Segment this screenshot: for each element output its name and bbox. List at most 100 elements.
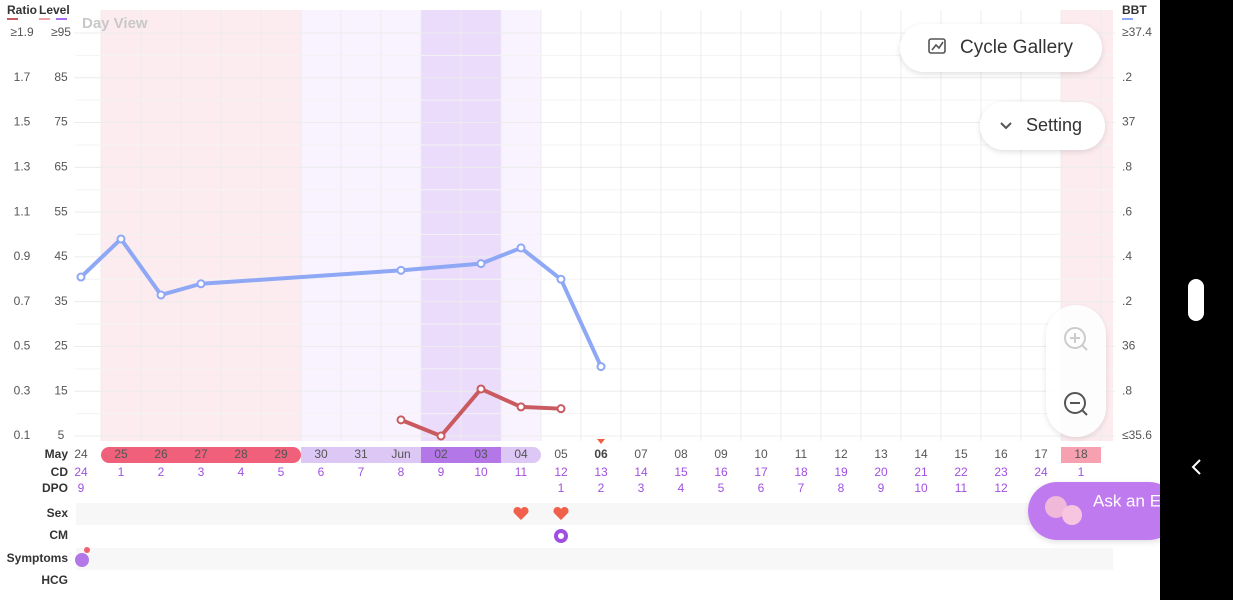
zoom-bg — [1046, 305, 1106, 437]
date-label: 30 — [314, 447, 328, 461]
dpo-value: 4 — [678, 481, 685, 495]
dpo-value: 11 — [955, 481, 968, 495]
zoom-out-icon[interactable] — [1070, 402, 1088, 416]
button-label[interactable]: Cycle Gallery — [960, 37, 1073, 58]
ratio-tick-label: 0.9 — [14, 249, 31, 263]
level-tick-label: 85 — [54, 70, 68, 84]
setting-button[interactable]: Setting — [980, 102, 1105, 150]
today-marker — [597, 439, 605, 444]
gallery-icon — [928, 38, 946, 54]
level-tick-label: 75 — [54, 115, 68, 129]
bbt-tick-label: .4 — [1122, 249, 1132, 263]
chat-icon — [1045, 496, 1067, 518]
fertile-pill — [301, 447, 421, 463]
button-bg[interactable] — [1028, 482, 1178, 540]
cd-value: 4 — [238, 465, 245, 479]
date-label: 28 — [234, 447, 248, 461]
grid — [74, 10, 1115, 441]
dpo-value: 1 — [558, 481, 565, 495]
date-label: 31 — [354, 447, 368, 461]
button-label[interactable]: Setting — [1026, 115, 1082, 135]
level-tick-label: 55 — [54, 204, 68, 218]
dpo-value: 12 — [994, 481, 1008, 495]
data-point — [156, 290, 166, 300]
date-label: 13 — [874, 447, 888, 461]
nav-handle[interactable] — [1188, 279, 1204, 321]
zoom-in-icon[interactable] — [1064, 327, 1086, 349]
zoom-in-icon[interactable] — [1070, 333, 1088, 351]
cd-value: 9 — [438, 465, 445, 479]
dpo-value: 3 — [638, 481, 645, 495]
cd-value: 18 — [794, 465, 808, 479]
cd-value: 15 — [674, 465, 688, 479]
date-label: 12 — [834, 447, 848, 461]
level-tick-label: 15 — [54, 383, 68, 397]
ratio-tick-label: 0.1 — [14, 428, 31, 442]
date-label: 09 — [714, 447, 728, 461]
date-label: 03 — [474, 447, 488, 461]
cd-value: 22 — [954, 465, 968, 479]
row-label: Sex — [47, 506, 69, 520]
ratio-title: Ratio — [7, 3, 37, 17]
dpo-value: 2 — [598, 481, 605, 495]
cd-value: 2 — [158, 465, 165, 479]
data-point — [196, 279, 206, 289]
bbt-title: BBT — [1122, 3, 1147, 17]
zoom-out-icon[interactable] — [1064, 392, 1086, 414]
level-tick-label: ≥95 — [51, 25, 71, 39]
date-label: 26 — [154, 447, 168, 461]
cd-value: 7 — [358, 465, 365, 479]
symptom-dot — [84, 547, 90, 553]
button-bg[interactable] — [980, 102, 1105, 150]
level-tick-label: 25 — [54, 339, 68, 353]
gallery-icon — [931, 41, 944, 51]
date-label: 10 — [754, 447, 768, 461]
data-point — [596, 362, 606, 372]
date-label: 29 — [274, 447, 288, 461]
level-tick-label: 45 — [54, 249, 68, 263]
ratio-tick-label: ≥1.9 — [10, 25, 34, 39]
row-label: DPO — [42, 481, 68, 495]
cd-value: 11 — [515, 465, 528, 479]
button-bg[interactable] — [900, 24, 1102, 72]
bbt-swatch — [1122, 18, 1133, 20]
cycle-gallery-button[interactable]: Cycle Gallery — [900, 24, 1102, 72]
cd-value: 14 — [634, 465, 648, 479]
cd-value: 19 — [834, 465, 848, 479]
data-point — [516, 243, 526, 253]
fertile-pill — [501, 447, 521, 463]
cd-value: 5 — [278, 465, 285, 479]
date-pills — [101, 447, 1101, 463]
plot — [76, 234, 606, 441]
dpo-value: 7 — [798, 481, 805, 495]
dpo-value: 8 — [838, 481, 845, 495]
row-label: HCG — [41, 573, 68, 587]
data-point — [556, 404, 566, 414]
date-label: 05 — [554, 447, 568, 461]
cd-value: 1 — [1078, 465, 1085, 479]
zoom-in[interactable] — [1064, 327, 1088, 351]
cd-value: 1 — [118, 465, 125, 479]
back-button[interactable] — [1191, 459, 1201, 475]
row-label: Symptoms — [7, 551, 69, 565]
bbt-tick-label: .2 — [1122, 70, 1132, 84]
period-pill — [1061, 447, 1101, 463]
zoom-out[interactable] — [1064, 392, 1088, 416]
level-swatch — [56, 18, 67, 20]
ratio-tick-label: 0.5 — [14, 339, 31, 353]
row-label: CD — [51, 465, 69, 479]
data-point — [396, 265, 406, 275]
bbt-tick-label: .8 — [1122, 160, 1132, 174]
date-label: 14 — [914, 447, 928, 461]
date-label: 15 — [954, 447, 968, 461]
ratio-tick-label: 1.3 — [14, 160, 31, 174]
dpo-value: 9 — [878, 481, 885, 495]
level-tick-label: 65 — [54, 160, 68, 174]
date-label: 16 — [994, 447, 1008, 461]
cd-value: 6 — [318, 465, 325, 479]
bbt-tick-label: ≤35.6 — [1122, 428, 1152, 442]
bbt-tick-label: .8 — [1122, 383, 1132, 397]
chat-icon — [1062, 505, 1082, 525]
